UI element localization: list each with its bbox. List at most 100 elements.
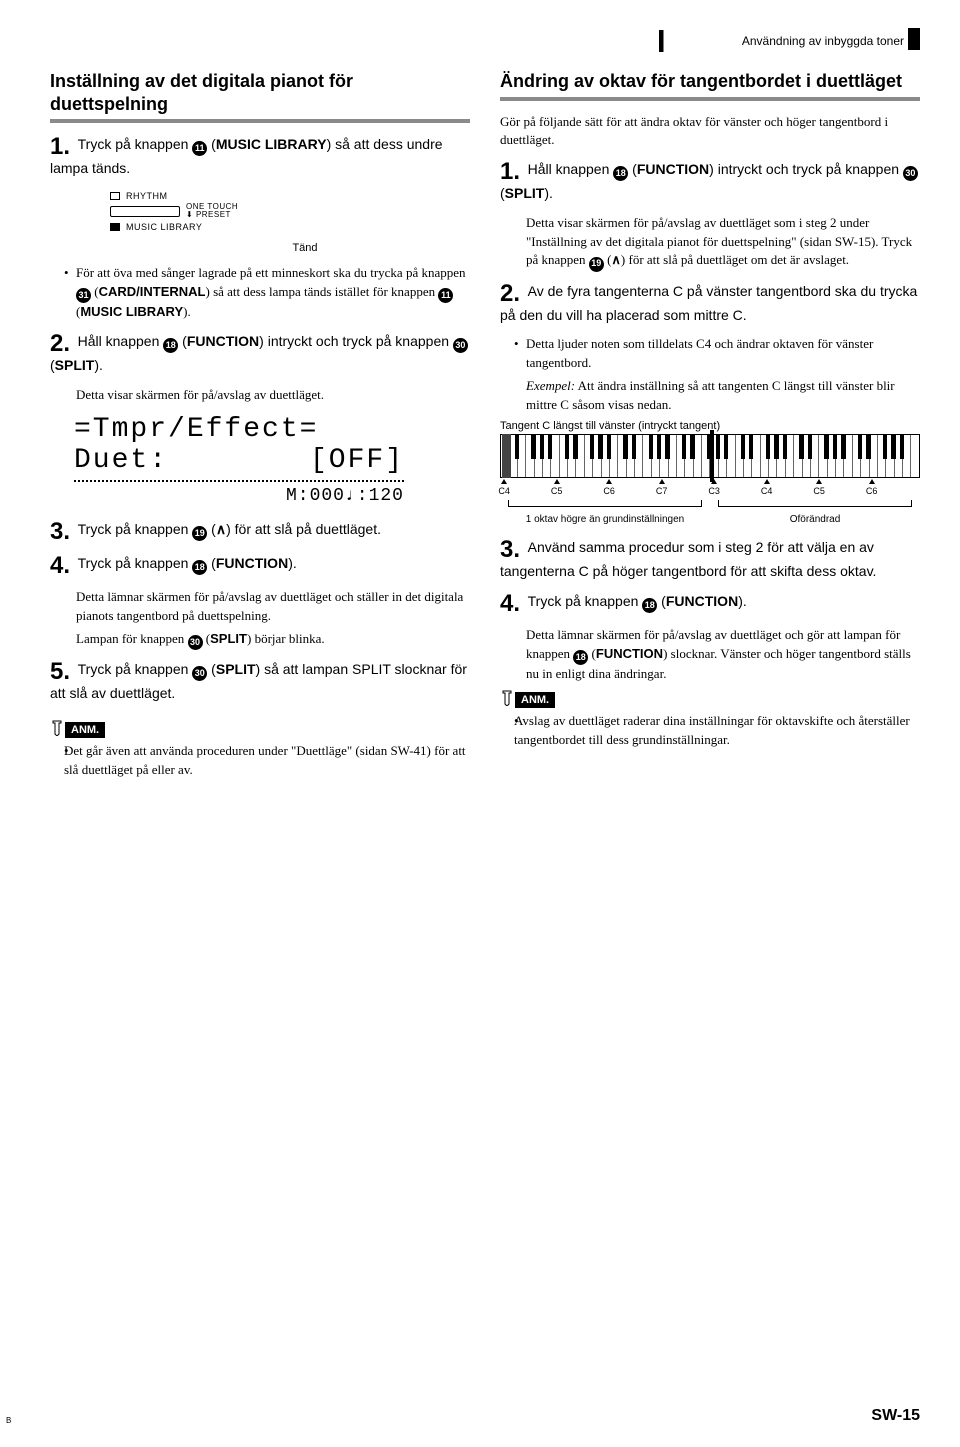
lcd-display: =Tmpr/Effect= Duet: [OFF] M:000♩:120 [74,414,404,506]
white-key [886,435,894,477]
black-key [515,435,519,458]
text: ( [207,521,216,537]
white-key [761,435,769,477]
circled-30-icon: 30 [903,166,918,181]
black-key [565,435,569,458]
white-key [694,435,702,477]
split-bar [710,430,714,482]
white-key [593,435,601,477]
musiclib-label: MUSIC LIBRARY [126,222,202,232]
white-key [870,435,878,477]
white-key [794,435,802,477]
left-bullet-1: För att öva med sånger lagrade på ett mi… [50,264,470,322]
step-number: 1. [500,160,520,184]
white-key [618,435,626,477]
white-key [836,435,844,477]
note-icon [500,690,514,706]
text: PRESET [196,210,231,219]
circled-18-icon: 18 [192,560,207,575]
white-key [635,435,643,477]
right-step-2: 2. Av de fyra tangenterna C på vänster t… [500,282,920,326]
text: Använd samma procedur som i steg 2 för a… [500,539,876,579]
black-key [724,435,728,458]
text: (FUNCTION). [207,555,296,571]
white-key [585,435,593,477]
white-key [652,435,660,477]
white-key [669,435,677,477]
black-key [632,435,636,458]
left-step-4-sub1: Detta lämnar skärmen för på/avslag av du… [50,588,470,626]
kb-right-label: Oförändrad [710,514,920,526]
kb-left-label: 1 oktav högre än grundinställningen [500,514,710,526]
step-number: 4. [500,592,520,616]
black-key [858,435,862,458]
black-key [531,435,535,458]
white-key [777,435,785,477]
black-key [573,435,577,458]
text: (CARD/INTERNAL) så att dess lampa tänds … [91,284,438,299]
left-step-4-sub2: Lampan för knappen 30 (SPLIT) börjar bli… [50,630,470,650]
white-key [568,435,576,477]
step-number: 1. [50,135,70,159]
black-key [799,435,803,458]
black-key [682,435,686,458]
header-title: Användning av inbyggda toner [732,30,914,52]
white-key [643,435,651,477]
footer-b: B [6,1416,11,1425]
kb-tick: C6 [603,486,615,496]
anm-badge: ANM. [515,692,555,708]
circled-11-icon: 11 [438,288,453,303]
circled-18-icon: 18 [573,650,588,665]
slot-icon [110,206,180,217]
black-key [607,435,611,458]
white-key [861,435,869,477]
text: Håll knappen [78,333,164,349]
right-step-2-bullet: Detta ljuder noten som tilldelats C4 och… [500,335,920,373]
step-number: 2. [500,282,520,306]
text: ) för att slå på duettläget om det är av… [621,252,849,267]
white-key [828,435,836,477]
chevron-up-icon: ∧ [611,251,621,270]
left-column: Inställning av det digitala pianot för d… [50,70,470,779]
black-key [766,435,770,458]
left-anm-bullet: Det går även att använda proceduren unde… [50,742,470,780]
left-step-2: 2. Håll knappen 18 (FUNCTION) intryckt o… [50,332,470,376]
black-key [900,435,904,458]
lcd-line-2-right: [OFF] [310,445,404,476]
white-key [602,435,610,477]
black-key [866,435,870,458]
step-number: 3. [500,538,520,562]
text: Lampan för knappen [76,631,188,646]
white-key [727,435,735,477]
white-key [844,435,852,477]
white-key [576,435,584,477]
white-key [769,435,777,477]
pressed-key [502,434,511,478]
preset-labels: ONE TOUCH ⬇ PRESET [186,203,238,221]
circled-18-icon: 18 [642,598,657,613]
text: ) för att slå på duettläget. [226,521,381,537]
text: Tryck på knappen [78,521,193,537]
text: ( [604,252,612,267]
black-key [665,435,669,458]
text: Att ändra inställning så att tangenten C… [526,378,895,412]
download-icon: ⬇ [186,210,193,219]
left-step-3: 3. Tryck på knappen 19 (∧) för att slå p… [50,520,470,544]
note-icon [50,720,64,736]
circled-11-icon: 11 [192,141,207,156]
white-key [526,435,534,477]
circled-19-icon: 19 [589,257,604,272]
right-step-1-sub: Detta visar skärmen för på/avslag av due… [500,214,920,272]
rect-icon [110,192,120,200]
white-key [518,435,526,477]
anm-row: ANM. [50,714,470,742]
black-key [749,435,753,458]
text: (FUNCTION) intryckt och tryck på knappen [178,333,453,349]
step-number: 3. [50,520,70,544]
header-bar: Användning av inbyggda toner [50,30,920,52]
circled-30-icon: 30 [188,635,203,650]
text: Tryck på knappen [528,593,643,609]
white-key [752,435,760,477]
right-step-1: 1. Håll knappen 18 (FUNCTION) intryckt o… [500,160,920,204]
keyboard-diagram: Tangent C längst till vänster (intryckt … [500,420,920,526]
